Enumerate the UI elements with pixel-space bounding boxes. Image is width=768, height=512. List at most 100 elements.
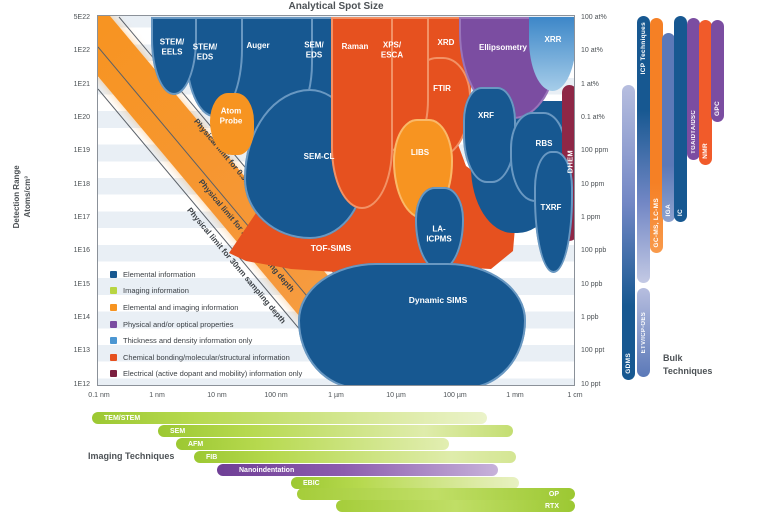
right-tick: 10 ppm [581, 181, 605, 188]
legend-label: Elemental and imaging information [123, 302, 239, 312]
y-tick: 1E12 [73, 381, 90, 388]
imaging-bar-sem: SEM [158, 425, 513, 437]
x-tick: 1 mm [506, 392, 524, 399]
stem-eds-label: STEM/ EDS [192, 42, 218, 61]
right-tick: 100 at% [581, 14, 607, 21]
legend-swatch-electrical [110, 370, 117, 378]
imaging-bar-fib: FIB [194, 451, 516, 463]
plot-area: Physical limit for 0.3nm sampling depth … [97, 15, 575, 386]
y-tick: 1E21 [73, 81, 90, 88]
right-tick: 1 ppm [581, 214, 601, 221]
bulk-bar-gpc: GPC [711, 20, 724, 122]
legend-label: Elemental information [123, 269, 196, 279]
y-tick: 1E13 [73, 347, 90, 354]
dhem-label: DHEM [565, 150, 575, 174]
bulk-bar-iga: IGA [662, 33, 675, 222]
x-tick: 10 nm [207, 392, 227, 399]
legend-label: Chemical bonding/molecular/structural in… [123, 352, 290, 362]
right-tick: 1 ppb [581, 314, 599, 321]
legend-row: Physical and/or optical properties [110, 316, 302, 333]
stem-eels-label: STEM/ EELS [159, 37, 185, 56]
y-tick: 1E16 [73, 247, 90, 254]
bulk-techniques-title: Bulk Techniques [663, 353, 713, 376]
ftir-label: FTIR [433, 84, 451, 94]
y-tick: 1E15 [73, 281, 90, 288]
libs-label: LIBS [410, 148, 430, 158]
bulk-bar-ic: IC [674, 16, 687, 222]
imaging-techniques-title: Imaging Techniques [88, 451, 175, 461]
legend-swatch-elemental [110, 270, 117, 278]
sem-cl-label: SEM-CL [303, 152, 335, 162]
y-tick: 1E20 [73, 114, 90, 121]
la-icpms-label: LA- ICPMS [426, 224, 452, 243]
legend-swatch-physical-optical [110, 320, 117, 328]
right-tick: 10 ppb [581, 281, 603, 288]
x-tick: 100 µm [443, 392, 467, 399]
bulk-bar-tga-dta-dsc: TGA/DTA/DSC [687, 18, 700, 160]
bulk-bar-gcms-lcms: GC-MS, LC-MS [650, 18, 663, 253]
x-tick: 100 nm [264, 392, 288, 399]
ellipsometry-label: Ellipsometry [478, 43, 528, 53]
legend-row: Electrical (active dopant and mobility) … [110, 366, 302, 383]
bulk-bar-gdms: GDMS [622, 85, 635, 380]
raman-blob [331, 17, 393, 209]
rbs-label: RBS [535, 139, 553, 149]
xrf-blob [463, 87, 516, 183]
legend-swatch-chemical-bonding [110, 353, 117, 361]
legend-label: Physical and/or optical properties [123, 319, 234, 329]
bulk-bar-nmr: NMR [699, 20, 712, 165]
txrf-blob [534, 151, 573, 273]
xps-esca-label: XPS/ ESCA [380, 40, 404, 59]
bulk-bar-icp: ICP Techniques [637, 16, 650, 283]
legend-swatch-elemental-imaging [110, 303, 117, 311]
imaging-bar-op: OP [297, 488, 575, 500]
right-tick: 0.1 at% [581, 114, 605, 121]
legend-row: Elemental information [110, 266, 302, 283]
la-icpms-blob [415, 187, 464, 271]
txrf-label: TXRF [540, 203, 562, 213]
auger-label: Auger [246, 41, 270, 51]
right-tick: 100 ppm [581, 147, 609, 154]
bulk-bar-etv-icp-oes: ETV/ICP-OES [637, 288, 650, 377]
right-tick: 10 at% [581, 47, 603, 54]
sem-eds-label: SEM/ EDS [304, 40, 324, 59]
xrr-label: XRR [544, 35, 562, 45]
imaging-bar-tem-stem: TEM/STEM [92, 412, 487, 424]
raman-label: Raman [341, 42, 369, 52]
imaging-bar-rtx: RTX [336, 500, 575, 512]
legend-row: Chemical bonding/molecular/structural in… [110, 349, 302, 366]
x-tick: 1 nm [149, 392, 165, 399]
right-tick: 100 ppt [581, 347, 605, 354]
imaging-bar-nanoindentation: Nanoindentation [217, 464, 498, 476]
xrd-label: XRD [437, 38, 455, 48]
y-tick: 1E17 [73, 214, 90, 221]
right-tick: 100 ppb [581, 247, 607, 254]
legend-label: Imaging information [123, 286, 189, 296]
x-tick: 1 µm [328, 392, 344, 399]
xrr-blob [529, 17, 574, 91]
legend-row: Elemental and imaging information [110, 299, 302, 316]
atom-probe-label: Atom Probe [219, 106, 243, 125]
right-tick: 1 at% [581, 81, 599, 88]
legend-label: Electrical (active dopant and mobility) … [123, 369, 303, 379]
legend-row: Imaging information [110, 283, 302, 300]
dynamic-sims-label: Dynamic SIMS [408, 294, 468, 305]
imaging-bar-afm: AFM [176, 438, 449, 450]
tof-sims-label: TOF-SIMS [310, 242, 352, 253]
x-tick: 0.1 nm [88, 392, 110, 399]
dynamic-sims-blob [298, 263, 526, 385]
x-tick: 1 cm [567, 392, 583, 399]
legend-swatch-thickness-density [110, 337, 117, 345]
y-tick: 1E22 [73, 47, 90, 54]
legend-label: Thickness and density information only [123, 336, 253, 346]
x-tick: 10 µm [386, 392, 406, 399]
xrf-label: XRF [478, 111, 494, 121]
atom-probe-blob [210, 93, 254, 155]
y-tick: 1E14 [73, 314, 90, 321]
imaging-bar-ebic: EBIC [291, 477, 519, 489]
chart-title: Analytical Spot Size [288, 1, 384, 12]
right-tick: 10 ppt [581, 381, 601, 388]
legend-swatch-imaging [110, 287, 117, 295]
y-tick: 5E22 [73, 14, 90, 21]
